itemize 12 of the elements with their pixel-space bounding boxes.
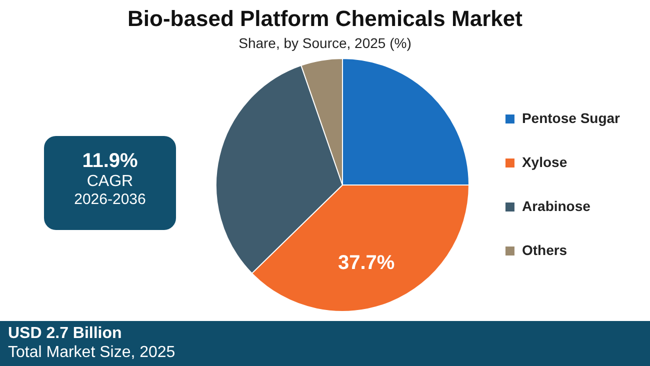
text: USD 2.7 Billion bbox=[8, 325, 122, 343]
legend-label: Pentose Sugar bbox=[522, 110, 621, 126]
chart-title: Bio-based Platform Chemicals Market bbox=[126, 6, 524, 32]
text: CAGR bbox=[86, 173, 134, 191]
chart-subtitle: Share, by Source, 2025 (%) bbox=[238, 35, 412, 51]
legend-label: Arabinose bbox=[522, 198, 591, 214]
legend-label: Others bbox=[522, 242, 568, 258]
text: 11.9% bbox=[81, 150, 139, 173]
text: 2026-2036 bbox=[73, 191, 147, 208]
data-label: 37.7% bbox=[338, 252, 395, 274]
text: Total Market Size, 2025 bbox=[8, 344, 176, 362]
legend-label: Xylose bbox=[522, 154, 568, 170]
